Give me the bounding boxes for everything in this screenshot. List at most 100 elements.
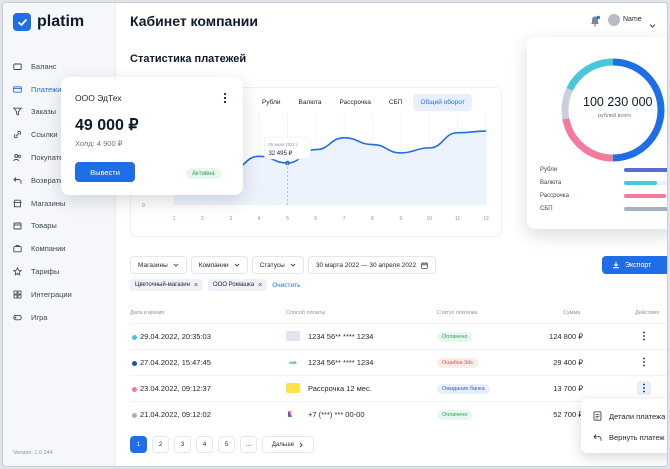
company-card: ООО ЭдТех 49 000 ₽ Холд: 4 900 ₽ Вывести… <box>61 77 243 195</box>
sidebar-item-2[interactable]: Заказы <box>3 101 116 124</box>
cell-amount: 29 400 ₽ <box>553 358 583 367</box>
pagination: 1 2 3 4 5... Дальше <box>130 436 314 453</box>
page-button-3[interactable]: 4 <box>196 436 213 453</box>
col-header-amount[interactable]: Сумма <box>563 310 581 316</box>
bell-icon[interactable] <box>589 14 601 27</box>
legend-row: СБП <box>540 204 667 217</box>
next-page-button[interactable]: Дальше <box>262 436 314 453</box>
chart-tab-2[interactable]: Рассрочка <box>332 94 378 111</box>
cell-amount: 52 700 ₽ <box>553 410 583 419</box>
cell-amount: 124 800 ₽ <box>549 332 583 341</box>
col-header-actions: Действия <box>635 310 660 316</box>
filter-dropdown-2[interactable]: Статусы <box>251 256 304 274</box>
tooltip-date: 05 июня 2022 г. <box>268 142 298 147</box>
summary-legend: Рубли Валюта Рассрочка СБП <box>540 165 667 217</box>
sidebar-item-6[interactable]: Магазины <box>3 192 116 215</box>
more-vertical-icon[interactable] <box>222 91 228 109</box>
filter-dropdown-0[interactable]: Магазины <box>130 256 187 274</box>
close-icon[interactable]: × <box>258 281 263 289</box>
user-name[interactable]: Name <box>623 16 642 23</box>
more-vertical-icon[interactable] <box>637 329 651 343</box>
sidebar-item-3[interactable]: Ссылки <box>3 123 116 146</box>
sidebar-item-8[interactable]: Компании <box>3 237 116 260</box>
filter-dropdown-1[interactable]: Компании <box>190 256 248 274</box>
x-tick-label: 1 <box>173 216 176 222</box>
stats-title: Статистика платежей <box>130 53 247 65</box>
legend-row: Рассрочка <box>540 191 667 204</box>
company-hold: Холд: 4 900 ₽ <box>75 139 123 148</box>
menu-item-details[interactable]: Детали платежа <box>593 411 665 421</box>
star-icon <box>13 267 22 276</box>
menu-item-label: Детали платежа <box>609 411 666 421</box>
x-tick-label: 4 <box>258 216 261 222</box>
more-vertical-icon[interactable] <box>637 355 651 369</box>
page-button-0[interactable]: 1 <box>130 436 147 453</box>
col-header-status[interactable]: Статус платежа <box>437 310 478 316</box>
date-range-picker[interactable]: 30 марта 2022 — 30 апреля 2022 <box>307 256 437 274</box>
table-row[interactable]: 29.04.2022, 20:35:03 1234 56** **** 1234 О… <box>130 323 667 349</box>
row-status-dot <box>132 387 137 392</box>
chart-tab-3[interactable]: СБП <box>381 94 410 111</box>
sidebar-item-label: Магазины <box>31 198 66 208</box>
cell-method: 1234 56** **** 1234 <box>308 358 374 367</box>
more-vertical-icon[interactable] <box>637 381 651 395</box>
menu-item-refund[interactable]: Вернуть платеж <box>593 433 665 442</box>
page-button-4[interactable]: 5 <box>218 436 235 453</box>
chart-area <box>174 131 486 205</box>
tag-label: ООО Ромашка <box>212 282 255 288</box>
filter-tag[interactable]: ООО Ромашка × <box>207 279 268 291</box>
clear-filters-link[interactable]: Очистить <box>272 281 301 289</box>
sidebar-item-label: Тарифы <box>31 267 60 277</box>
chart-tab-4[interactable]: Общий оборот <box>413 94 472 111</box>
table-row[interactable]: 27.04.2022, 15:47:45 MIR 1234 56** **** 12… <box>130 349 667 375</box>
cell-date: 21.04.2022, 09:12:02 <box>140 410 211 419</box>
sidebar-item-1[interactable]: Платежи <box>3 78 116 101</box>
table-row[interactable]: 23.04.2022, 09:12:37 Рассрочка 12 мес. Ожи… <box>130 375 667 401</box>
close-icon[interactable]: × <box>193 281 198 289</box>
download-icon <box>613 261 619 269</box>
sidebar-item-label: Покупате <box>31 153 64 163</box>
avatar[interactable] <box>608 14 620 26</box>
chart-tab-1[interactable]: Валюта <box>291 94 329 111</box>
sidebar-item-label: Игра <box>31 312 48 322</box>
sidebar-item-label: Интеграции <box>31 289 72 299</box>
sidebar-item-0[interactable]: Баланс <box>3 55 116 78</box>
sidebar-item-10[interactable]: Интеграции <box>3 283 116 306</box>
chart-tab-0[interactable]: Рубли <box>255 94 288 111</box>
document-icon <box>593 411 602 421</box>
sidebar-item-9[interactable]: Тарифы <box>3 260 116 283</box>
calendar-icon <box>421 261 428 269</box>
donut-chart <box>561 58 665 162</box>
page-button-1[interactable]: 2 <box>152 436 169 453</box>
sidebar-item-11[interactable]: Игра <box>3 306 116 329</box>
filter-tag[interactable]: Цветочный-магазин × <box>130 279 203 291</box>
status-badge: Оплачено <box>437 410 473 420</box>
sidebar-item-label: Баланс <box>31 61 57 71</box>
col-header-date[interactable]: Дата и время <box>130 310 165 316</box>
filter-label: Статусы <box>259 261 285 269</box>
company-name: ООО ЭдТех <box>75 93 122 103</box>
link-icon <box>13 130 22 139</box>
col-header-method[interactable]: Способ оплаты <box>286 310 326 316</box>
export-button[interactable]: Экспорт <box>602 256 667 274</box>
x-tick-label: 3 <box>229 216 232 222</box>
chevron-down-icon[interactable] <box>649 16 656 34</box>
x-tick-label: 8 <box>371 216 374 222</box>
legend-row: Рубли <box>540 165 667 178</box>
chart-point[interactable] <box>285 160 290 166</box>
filter-icon <box>13 107 22 116</box>
page-button-5[interactable]: ... <box>240 436 257 453</box>
card-icon <box>286 331 300 341</box>
sidebar-item-4[interactable]: Покупате <box>3 146 116 169</box>
table-row[interactable]: 21.04.2022, 09:12:02 +7 (***) *** 00-00 Оп… <box>130 401 667 427</box>
page-button-2[interactable]: 3 <box>174 436 191 453</box>
withdraw-button[interactable]: Вывести <box>75 162 135 182</box>
card-icon <box>13 85 22 94</box>
x-tick-label: 9 <box>400 216 403 222</box>
x-tick-label: 11 <box>455 216 460 222</box>
logo[interactable]: platim <box>13 13 84 31</box>
sidebar-item-7[interactable]: Товары <box>3 215 116 238</box>
sidebar-item-5[interactable]: Возвраты <box>3 169 116 192</box>
y-tick-label: 0 <box>142 203 145 209</box>
